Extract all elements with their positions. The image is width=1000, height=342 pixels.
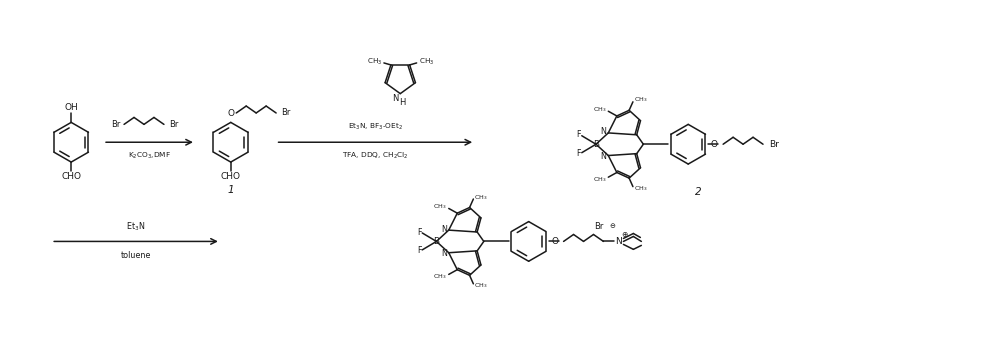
Text: N: N: [601, 152, 606, 161]
Text: N: N: [601, 128, 606, 136]
Text: toluene: toluene: [121, 251, 151, 260]
Text: CH$_3$: CH$_3$: [634, 95, 648, 104]
Text: CHO: CHO: [61, 172, 81, 182]
Text: B: B: [593, 140, 599, 149]
Text: O: O: [551, 237, 558, 246]
Text: CH$_3$: CH$_3$: [433, 202, 447, 211]
Text: CH$_3$: CH$_3$: [593, 175, 606, 184]
Text: CH$_3$: CH$_3$: [634, 184, 648, 193]
Text: CH$_3$: CH$_3$: [433, 272, 447, 281]
Text: CH$_3$: CH$_3$: [474, 281, 488, 290]
Text: H: H: [399, 97, 405, 107]
Text: CHO: CHO: [221, 172, 241, 182]
Text: OH: OH: [64, 103, 78, 112]
Text: O: O: [711, 140, 718, 149]
Text: 2: 2: [695, 187, 702, 197]
Text: F: F: [576, 130, 581, 139]
Text: N: N: [441, 225, 447, 234]
Text: F: F: [576, 149, 581, 158]
Text: 1: 1: [227, 185, 234, 195]
Text: Br: Br: [111, 120, 120, 129]
Text: Br: Br: [769, 140, 779, 149]
Text: $\ominus$: $\ominus$: [609, 221, 616, 230]
Text: F: F: [417, 246, 421, 255]
Text: F: F: [417, 227, 421, 237]
Text: $\oplus$: $\oplus$: [621, 230, 629, 239]
Text: Br: Br: [594, 222, 603, 231]
Text: Br: Br: [169, 120, 178, 129]
Text: Et$_3$N: Et$_3$N: [126, 220, 146, 233]
Text: TFA, DDQ, CH$_2$Cl$_2$: TFA, DDQ, CH$_2$Cl$_2$: [342, 151, 409, 161]
Text: CH$_3$: CH$_3$: [419, 57, 434, 67]
Text: Et$_3$N, BF$_3$-OEt$_2$: Et$_3$N, BF$_3$-OEt$_2$: [348, 122, 403, 132]
Text: N: N: [441, 249, 447, 258]
Text: N: N: [393, 94, 399, 103]
Text: O: O: [228, 109, 235, 118]
Text: Br: Br: [281, 108, 290, 117]
Text: CH$_3$: CH$_3$: [367, 57, 382, 67]
Text: CH$_3$: CH$_3$: [593, 105, 606, 114]
Text: B: B: [433, 237, 439, 246]
Text: K$_2$CO$_3$,DMF: K$_2$CO$_3$,DMF: [128, 151, 171, 161]
Text: N: N: [615, 237, 622, 246]
Text: CH$_3$: CH$_3$: [474, 193, 488, 201]
